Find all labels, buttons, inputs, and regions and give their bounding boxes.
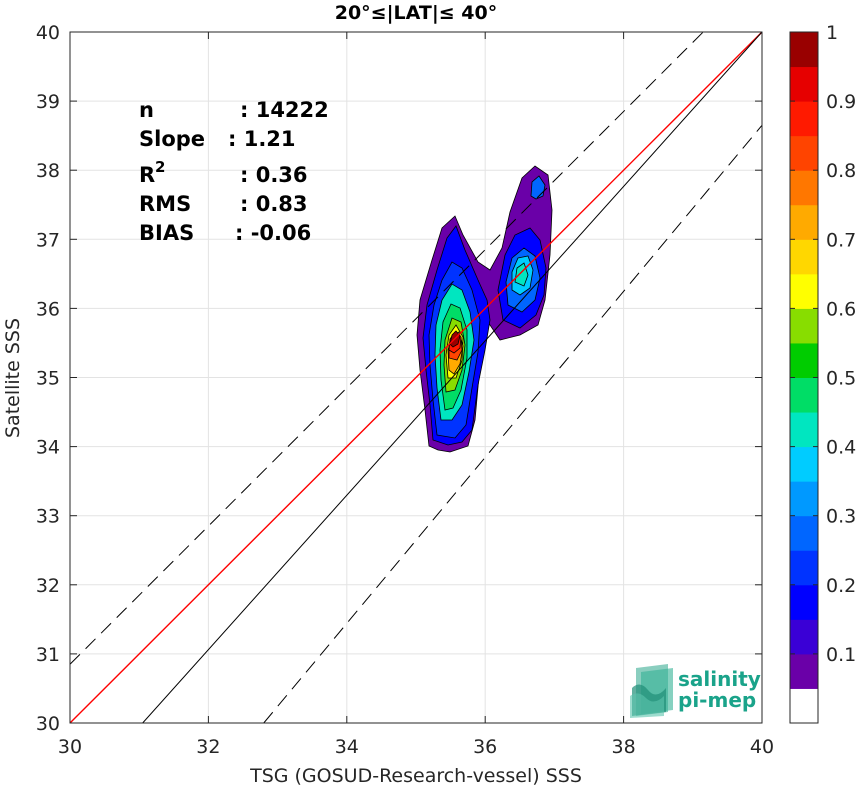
y-axis-label: Satellite SSS bbox=[2, 318, 24, 438]
reference-line bbox=[70, 32, 762, 723]
colorbar-tick-label: 0.1 bbox=[826, 644, 856, 666]
x-tick-label: 34 bbox=[335, 736, 359, 758]
y-tick-label: 40 bbox=[36, 22, 60, 44]
colorbar-tick-label: 0.2 bbox=[826, 575, 856, 597]
colorbar-segment bbox=[790, 515, 818, 551]
y-tick-label: 38 bbox=[36, 160, 60, 182]
stat-label-superscript: 2 bbox=[155, 158, 165, 176]
colorbar-segment bbox=[790, 653, 818, 689]
colorbar-tick-label: 0.3 bbox=[826, 506, 856, 528]
colorbar-segment bbox=[790, 584, 818, 620]
y-tick-label: 30 bbox=[36, 713, 60, 735]
colorbar-segment bbox=[790, 619, 818, 655]
colorbar-tick-label: 0.8 bbox=[826, 160, 856, 182]
colorbar-segment bbox=[790, 135, 818, 171]
logo-text-line1: salinity bbox=[678, 667, 761, 691]
y-tick-label: 32 bbox=[36, 575, 60, 597]
colorbar-tick-label: 1 bbox=[826, 22, 838, 44]
y-tick-label: 35 bbox=[36, 368, 60, 390]
colorbar-tick-label: 0.7 bbox=[826, 229, 856, 251]
stats-box: n : 14222 Slope : 1.21 R 2 : 0.36 RMS : 0.83 BIAS… bbox=[139, 98, 329, 245]
colorbar-segment bbox=[790, 342, 818, 378]
colorbar-segment bbox=[790, 481, 818, 517]
salinity-pi-mep-logo: salinity pi-mep bbox=[630, 664, 761, 718]
colorbar-segment bbox=[790, 101, 818, 137]
colorbar-segment bbox=[790, 204, 818, 240]
reference-line bbox=[70, 32, 704, 665]
stat-label: BIAS bbox=[139, 221, 194, 245]
reference-lines bbox=[70, 32, 762, 723]
x-tick-label: 38 bbox=[612, 736, 636, 758]
x-axis-label: TSG (GOSUD-Research-vessel) SSS bbox=[249, 765, 582, 787]
colorbar-segment bbox=[790, 550, 818, 586]
colorbar-segment bbox=[790, 239, 818, 275]
stat-label: R bbox=[139, 163, 155, 187]
stat-label: RMS bbox=[139, 192, 191, 216]
stat-value: : 0.83 bbox=[240, 192, 308, 216]
colorbar-tick-label: 0.6 bbox=[826, 298, 856, 320]
reference-line bbox=[142, 32, 762, 723]
stat-label: n bbox=[139, 98, 154, 122]
y-tick-label: 31 bbox=[36, 644, 60, 666]
logo-text-line2: pi-mep bbox=[678, 688, 756, 712]
colorbar-tick-label: 0.5 bbox=[826, 368, 856, 390]
colorbar-segment bbox=[790, 412, 818, 448]
y-tick-label: 33 bbox=[36, 506, 60, 528]
logo-mark bbox=[630, 664, 673, 718]
y-tick-label: 36 bbox=[36, 298, 60, 320]
stat-value: : 1.21 bbox=[228, 127, 296, 151]
y-tick-label: 37 bbox=[36, 229, 60, 251]
colorbar: 0.1 0.2 0.3 0.4 0.5 0.6 0.7 0.8 0.9 1 bbox=[789, 22, 856, 724]
colorbar-segment bbox=[790, 273, 818, 309]
colorbar-segment bbox=[790, 377, 818, 413]
x-tick-label: 30 bbox=[58, 736, 82, 758]
colorbar-segment bbox=[790, 446, 818, 482]
colorbar-segment bbox=[790, 170, 818, 206]
stat-value: : -0.06 bbox=[235, 221, 311, 245]
x-tick-label: 36 bbox=[473, 736, 497, 758]
stat-value: : 0.36 bbox=[240, 163, 308, 187]
grid bbox=[69, 31, 763, 724]
colorbar-tick-label: 0.4 bbox=[826, 437, 856, 459]
stat-value: : 14222 bbox=[240, 98, 329, 122]
colorbar-tick-label: 0.9 bbox=[826, 91, 856, 113]
y-tick-label: 34 bbox=[36, 437, 60, 459]
reference-line bbox=[263, 124, 762, 723]
axis-ticks: 30 32 34 36 38 40 30 31 32 33 34 35 36 37 38 39 40 bbox=[36, 22, 774, 758]
x-tick-label: 32 bbox=[196, 736, 220, 758]
colorbar-segment bbox=[790, 32, 818, 68]
stat-label: Slope bbox=[139, 127, 205, 151]
colorbar-segment bbox=[790, 66, 818, 102]
x-tick-label: 40 bbox=[750, 736, 774, 758]
colorbar-segment bbox=[790, 688, 818, 724]
chart-title: 20°≤|LAT|≤ 40° bbox=[335, 2, 498, 24]
colorbar-segment bbox=[790, 308, 818, 344]
y-tick-label: 39 bbox=[36, 91, 60, 113]
